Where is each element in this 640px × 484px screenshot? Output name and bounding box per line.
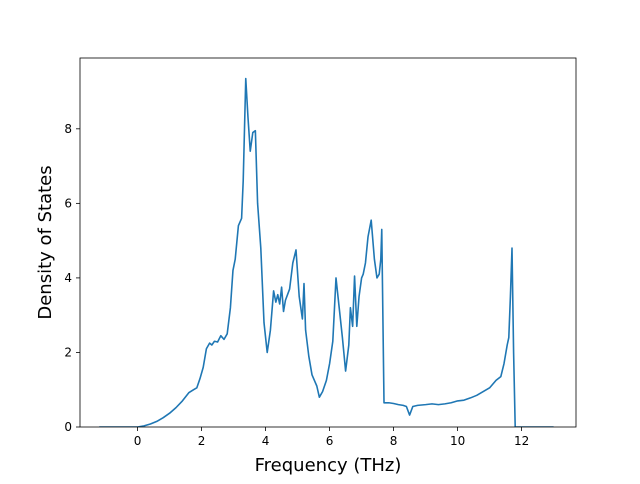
y-axis-ticks: 0 2 4 6 8 (64, 122, 80, 434)
x-tick-label: 10 (450, 434, 465, 448)
x-tick-label: 0 (134, 434, 142, 448)
x-tick-label: 4 (262, 434, 270, 448)
x-axis-ticks: 0 2 4 6 8 10 12 (134, 427, 529, 448)
y-tick-label: 4 (64, 271, 72, 285)
x-tick-label: 2 (198, 434, 206, 448)
dos-series-line (99, 77, 554, 427)
y-tick-label: 0 (64, 420, 72, 434)
x-tick-label: 8 (390, 434, 398, 448)
x-tick-label: 6 (326, 434, 334, 448)
x-tick-label: 12 (514, 434, 529, 448)
plot-frame (79, 57, 577, 428)
y-tick-label: 2 (64, 345, 72, 359)
plot-area (80, 58, 576, 427)
y-tick-label: 8 (64, 122, 72, 136)
y-axis-label: Density of States (35, 165, 56, 319)
y-tick-label: 6 (64, 196, 72, 210)
series-layer (99, 77, 554, 427)
x-axis-label: Frequency (THz) (255, 455, 402, 476)
